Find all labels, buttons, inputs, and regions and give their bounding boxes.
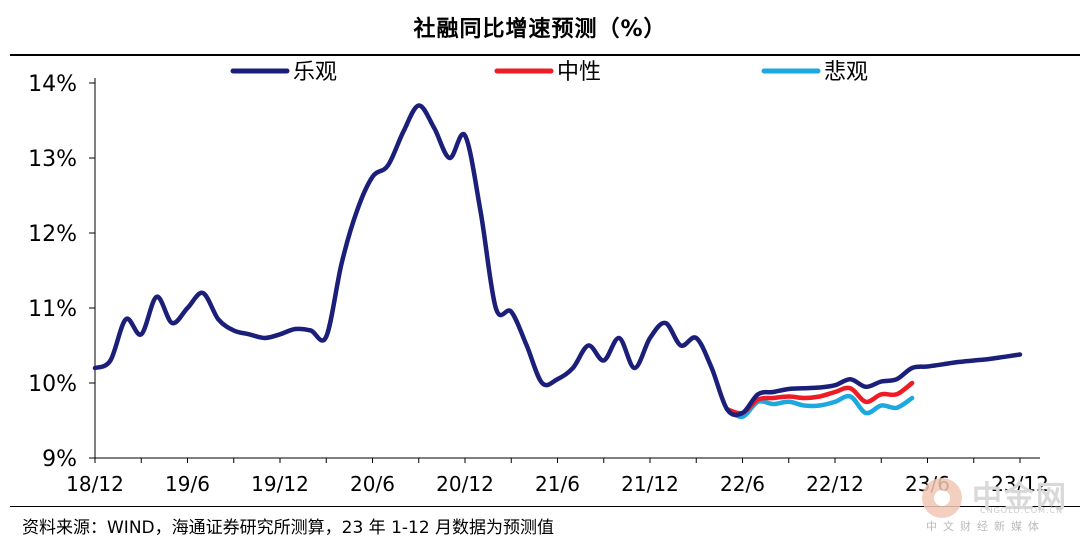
x-tick-label: 21/6 xyxy=(535,472,580,496)
watermark-tagline: 中文财经新媒体 xyxy=(926,520,1045,533)
watermark-name: 中金网 xyxy=(972,480,1068,515)
legend-label: 乐观 xyxy=(293,60,337,85)
y-tick-label: 14% xyxy=(28,72,77,97)
source-divider xyxy=(10,506,1080,507)
x-tick-label: 20/12 xyxy=(436,472,494,496)
x-tick-label: 19/6 xyxy=(165,472,210,496)
chart-legend: 乐观 中性 悲观 xyxy=(230,60,868,85)
series-line-中性 xyxy=(724,380,915,416)
x-tick-label: 23/12 xyxy=(991,472,1049,496)
watermark-logo-icon xyxy=(922,478,962,518)
x-tick-label: 18/12 xyxy=(66,472,124,496)
y-tick-label: 11% xyxy=(28,297,77,322)
y-tick-label: 10% xyxy=(28,372,77,397)
x-tick-label: 19/12 xyxy=(251,472,309,496)
legend-label: 中性 xyxy=(557,60,601,85)
chart-series xyxy=(92,103,1023,420)
line-chart: 9% 10% 11% 12% 13% 14% 18/12 19/6 19/12 20/6 20/12… xyxy=(28,60,1049,496)
title-divider xyxy=(10,54,1080,56)
x-tick-label: 20/6 xyxy=(350,472,395,496)
legend-label: 悲观 xyxy=(824,60,868,85)
y-tick-label: 12% xyxy=(28,222,77,247)
x-tick-label: 22/12 xyxy=(806,472,864,496)
watermark-url: CNGOLD.COM.CN xyxy=(980,506,1064,515)
x-tick-label: 21/12 xyxy=(621,472,679,496)
source-note: 资料来源：WIND，海通证券研究所测算，23 年 1-12 月数据为预测值 xyxy=(22,518,555,538)
chart-axes: 9% 10% 11% 12% 13% 14% 18/12 19/6 19/12 20/6 20/12… xyxy=(28,72,1049,496)
y-tick-label: 13% xyxy=(28,147,77,172)
watermark: 中金网 CNGOLD.COM.CN 中文财经新媒体 xyxy=(920,470,1070,533)
series-line-乐观 xyxy=(92,103,1023,418)
chart-title: 社融同比增速预测（%） xyxy=(413,17,667,42)
x-tick-label: 22/6 xyxy=(720,472,765,496)
y-tick-label: 9% xyxy=(42,447,77,472)
